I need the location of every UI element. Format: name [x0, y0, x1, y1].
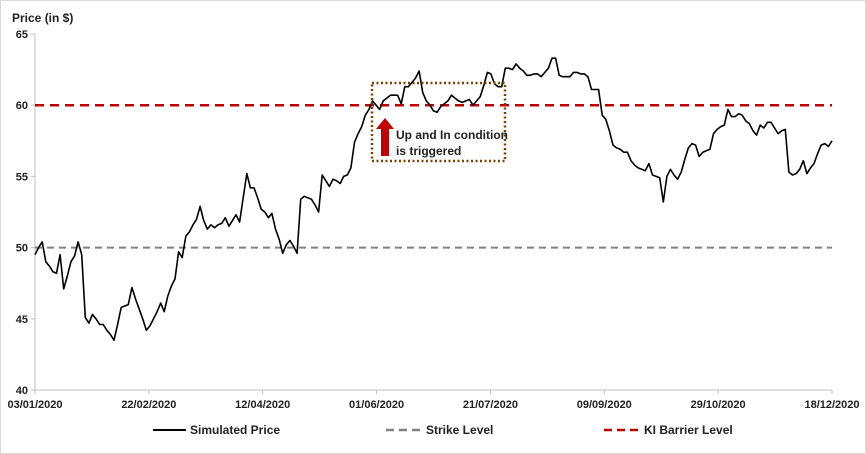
y-tick-label: 65 [16, 29, 28, 41]
y-tick-label: 50 [16, 243, 28, 255]
y-tick-label: 55 [16, 171, 28, 183]
series-layer [34, 57, 833, 342]
x-tick-label: 22/02/2020 [121, 399, 176, 411]
legend-label-simulated-price: Simulated Price [190, 423, 280, 437]
x-tick-label: 21/07/2020 [463, 399, 518, 411]
legend: Simulated Price Strike Level KI Barrier … [153, 423, 733, 437]
x-tick-label: 12/04/2020 [235, 399, 290, 411]
x-axis-ticks: 03/01/2020 22/02/2020 12/04/2020 01/06/2020… [7, 390, 860, 411]
up-arrow-icon [376, 118, 394, 156]
y-axis-label: Price (in $) [12, 11, 73, 25]
y-tick-label: 60 [16, 100, 28, 112]
x-tick-label: 01/06/2020 [349, 399, 404, 411]
annotation-box [370, 81, 507, 163]
x-tick-label: 03/01/2020 [7, 399, 62, 411]
y-tick-label: 40 [16, 385, 28, 397]
x-tick-label: 18/12/2020 [804, 399, 859, 411]
series-line-simulated-price [34, 57, 833, 342]
y-axis-ticks: 40 45 50 55 60 65 [16, 29, 35, 397]
x-tick-label: 29/10/2020 [691, 399, 746, 411]
annotation-text-line-1: Up and In condition [396, 128, 508, 142]
legend-label-strike-level: Strike Level [426, 423, 493, 437]
x-tick-label: 09/09/2020 [577, 399, 632, 411]
annotation: Up and In condition is triggered [370, 81, 508, 163]
annotation-text-line-2: is triggered [396, 144, 461, 158]
legend-label-ki-barrier-level: KI Barrier Level [644, 423, 733, 437]
y-tick-label: 45 [16, 314, 28, 326]
